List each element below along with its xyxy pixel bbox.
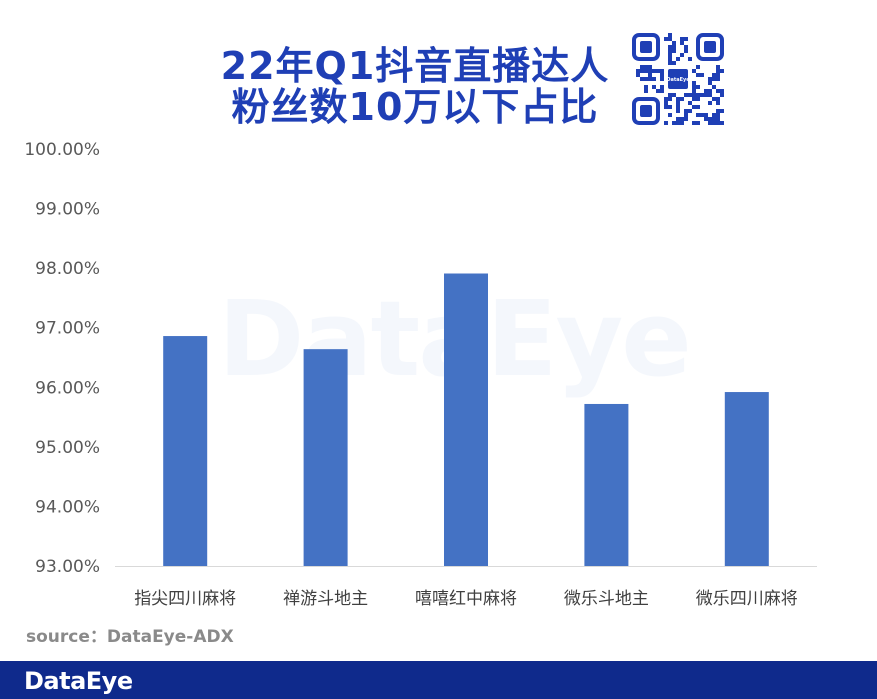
x-tick-label: 指尖四川麻将 bbox=[134, 589, 236, 609]
chart-title: 22年Q1抖音直播达人 粉丝数10万以下占比 bbox=[200, 46, 630, 128]
y-tick-label: 99.00% bbox=[35, 200, 100, 220]
y-tick-label: 95.00% bbox=[35, 438, 100, 458]
footer-logo: DataEye bbox=[24, 667, 133, 695]
title-line-1: 22年Q1抖音直播达人 bbox=[220, 44, 610, 88]
y-tick-label: 98.00% bbox=[35, 259, 100, 279]
y-tick-label: 100.00% bbox=[24, 140, 100, 160]
source-note: source：DataEye-ADX bbox=[26, 627, 234, 647]
y-tick-label: 96.00% bbox=[35, 378, 100, 398]
svg-text:DataEye: DataEye bbox=[666, 77, 690, 83]
footer-bar: DataEye bbox=[0, 661, 877, 699]
title-line-2: 粉丝数10万以下占比 bbox=[231, 85, 599, 129]
bar bbox=[303, 349, 348, 566]
x-tick-label: 禅游斗地主 bbox=[283, 589, 368, 609]
x-tick-label: 微乐斗地主 bbox=[564, 589, 649, 609]
y-tick-label: 94.00% bbox=[35, 497, 100, 517]
x-tick-label: 嘻嘻红中麻将 bbox=[415, 589, 517, 609]
y-tick-label: 97.00% bbox=[35, 319, 100, 339]
qr-code-icon[interactable]: DataEye bbox=[632, 33, 724, 125]
y-tick-label: 93.00% bbox=[35, 557, 100, 577]
x-tick-label: 微乐四川麻将 bbox=[696, 589, 798, 609]
bar bbox=[163, 336, 208, 566]
bar bbox=[724, 392, 769, 566]
bar bbox=[584, 403, 629, 566]
bar bbox=[444, 273, 488, 566]
